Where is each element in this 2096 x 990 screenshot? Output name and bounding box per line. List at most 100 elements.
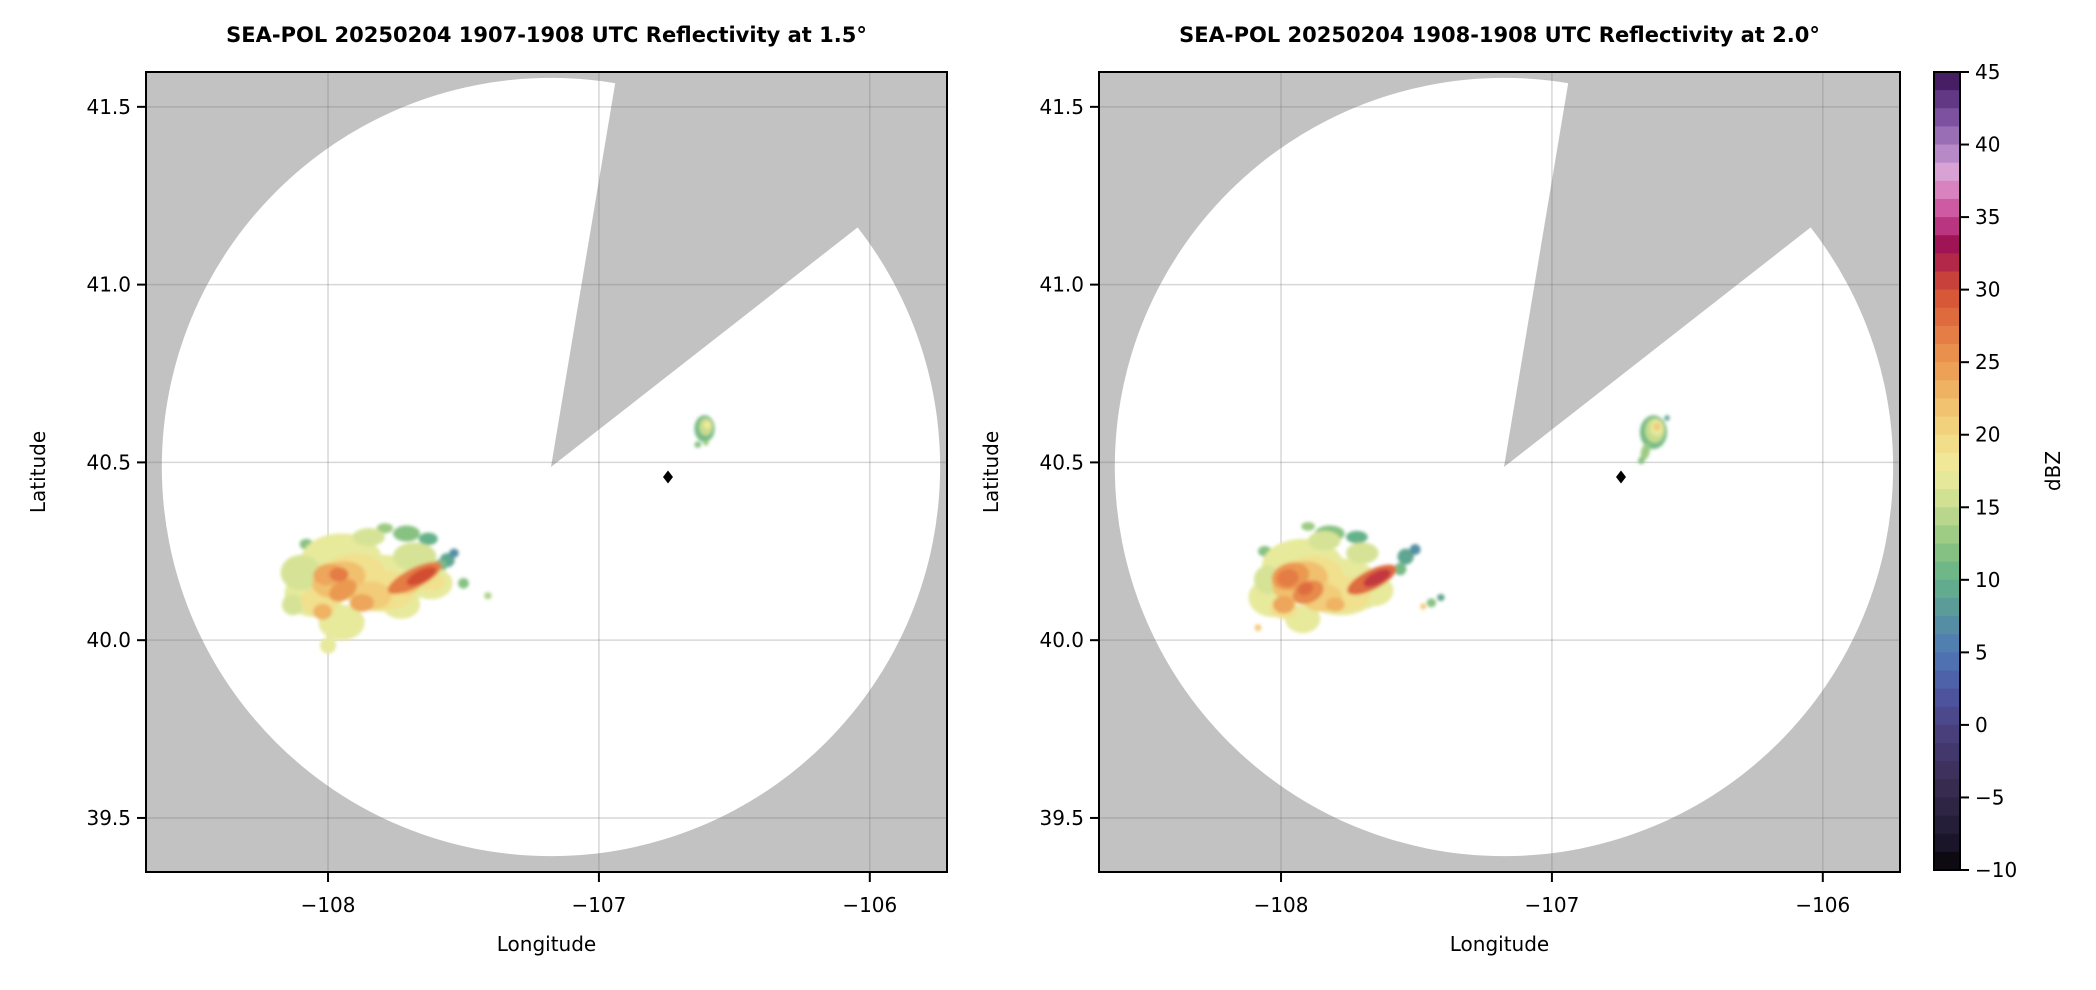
colorbar-band [1934,724,1960,744]
x-tick-label: −107 [1524,893,1579,917]
colorbar-band [1934,616,1960,635]
colorbar-band [1934,398,1960,418]
x-tick-label: −106 [1795,893,1850,917]
storm-patch [458,577,469,589]
colorbar-band [1934,561,1960,581]
storm-patch [393,525,421,542]
storm-patch [703,440,709,446]
colorbar-band [1934,307,1960,327]
storm-patch [1277,569,1299,587]
storm-patch [376,523,394,534]
colorbar-tick-label: 30 [1975,278,2000,302]
colorbar-band [1934,833,1960,853]
colorbar-tick-label: 20 [1975,423,2000,447]
colorbar-band [1934,72,1960,91]
colorbar-band [1934,579,1960,599]
storm-patch [1640,443,1651,461]
x-tick-label: −106 [842,893,897,917]
x-tick-label: −108 [301,893,356,917]
colorbar-band [1934,108,1960,128]
colorbar-band [1934,380,1960,400]
colorbar-band [1934,706,1960,726]
colorbar-band [1934,815,1960,835]
storm-patch [694,441,702,448]
colorbar-band [1934,289,1960,309]
x-tick-label: −108 [1254,893,1309,917]
storm-patch [1308,530,1341,551]
storm-patch [352,528,385,546]
storm-patch [1426,598,1437,608]
storm-patch [1437,593,1445,602]
colorbar-tick-label: 40 [1975,133,2000,157]
panel-2-xlabel: Longitude [1449,932,1550,956]
colorbar-band [1934,180,1960,200]
colorbar-border [1933,71,1961,871]
site-marker-diamond [1615,470,1626,484]
colorbar-band [1934,126,1960,146]
colorbar-band [1934,797,1960,817]
colorbar-tick-label: 5 [1975,640,1988,664]
y-tick-label: 39.5 [86,806,131,830]
y-tick-label: 41.5 [86,95,131,119]
colorbar-tick-label: 15 [1975,495,2000,519]
colorbar-band [1934,688,1960,708]
storm-patch [349,593,375,612]
panel-1-ylabel: Latitude [26,430,50,514]
colorbar-band [1934,271,1960,291]
colorbar-band [1934,416,1960,436]
storm-patch [329,579,357,602]
panel-1-title: SEA-POL 20250204 1907-1908 UTC Reflectiv… [226,23,867,47]
panel-border [145,71,948,873]
storm-patch [1409,544,1421,555]
colorbar-band [1934,162,1960,182]
y-tick-label: 40.0 [1039,628,1084,652]
colorbar-tick-label: 10 [1975,568,2000,592]
colorbar-band [1934,597,1960,617]
colorbar-band [1934,652,1960,672]
colorbar-band [1934,761,1960,780]
storm-patch [280,554,322,591]
colorbar-band [1934,90,1960,109]
storm-patch [1301,521,1315,531]
storm-patch [1638,457,1645,465]
colorbar-band [1934,670,1960,690]
colorbar-tick-label: −5 [1975,785,2004,809]
blanked-sector-wedge [1503,72,1900,468]
colorbar-band [1934,743,1960,762]
storm-patch [1346,542,1379,564]
colorbar-band [1934,344,1960,363]
storm-patch [1254,624,1262,632]
storm-patch [1397,548,1414,565]
colorbar-band [1934,434,1960,454]
colorbar-tick-label: 0 [1975,713,1988,737]
colorbar-band [1934,779,1960,799]
storm-patch [281,593,304,616]
blanked-sector-wedge [550,72,947,468]
y-tick-label: 41.0 [86,273,131,297]
colorbar-band [1934,235,1960,254]
colorbar-band [1934,634,1960,653]
colorbar-band [1934,362,1960,381]
storm-patch [1325,597,1345,612]
storm-patch [1272,595,1295,614]
colorbar-band [1934,452,1960,472]
storm-patch [484,592,492,600]
storm-patch [1363,569,1391,587]
panel-1-xlabel: Longitude [496,932,597,956]
colorbar-band [1934,525,1960,545]
y-tick-label: 40.5 [1039,450,1084,474]
colorbar-label: dBZ [2041,450,2065,492]
colorbar-band [1934,543,1960,563]
storm-patch [1394,562,1407,576]
storm-patch [406,566,437,586]
colorbar-band [1934,851,1960,871]
y-tick-label: 41.5 [1039,95,1084,119]
reflectivity-field [280,415,715,654]
y-tick-label: 39.5 [1039,806,1084,830]
colorbar-band [1934,507,1960,527]
colorbar-band [1934,144,1960,164]
site-marker-diamond [662,470,673,484]
panel-2-map [1099,72,1900,872]
colorbar-band [1934,489,1960,508]
